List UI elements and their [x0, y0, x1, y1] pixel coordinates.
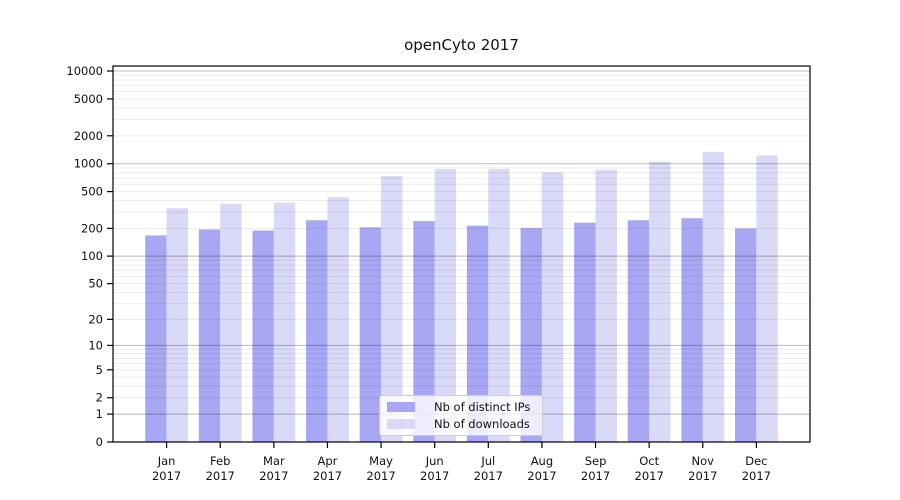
y-tick-label: 20 [88, 312, 103, 326]
x-tick-label-year: 2017 [206, 469, 235, 483]
x-tick-label-month: Nov [692, 454, 715, 468]
x-tick-label-month: Jul [480, 454, 495, 468]
x-tick-label-year: 2017 [420, 469, 449, 483]
y-tick-label: 10000 [66, 64, 103, 78]
x-tick-label-month: Jun [425, 454, 444, 468]
legend: Nb of distinct IPs Nb of downloads [379, 395, 543, 436]
x-tick-label-year: 2017 [474, 469, 503, 483]
bar-distinct-ips-sep [574, 222, 596, 442]
y-tick-label: 200 [81, 221, 103, 235]
bar-downloads-jun [434, 169, 457, 443]
bar-downloads-nov [702, 151, 725, 442]
y-tick-label: 1 [96, 407, 103, 421]
legend-swatch-downloads [387, 418, 415, 429]
bar-downloads-may [381, 176, 403, 442]
bar-distinct-ips-aug [520, 227, 542, 442]
x-tick-label-month: Jan [157, 454, 176, 468]
legend-swatch-distinct-ips [387, 402, 415, 413]
bar-downloads-jul [488, 169, 510, 443]
bar-distinct-ips-jun [413, 221, 435, 442]
x-tick-label-month: Oct [639, 454, 659, 468]
x-tick-label-year: 2017 [635, 469, 664, 483]
x-tick-label-year: 2017 [366, 469, 395, 483]
bar-downloads-aug [541, 172, 564, 443]
x-tick-label-year: 2017 [259, 469, 288, 483]
y-tick-label: 5 [96, 363, 103, 377]
x-tick-label-month: May [369, 454, 393, 468]
bar-downloads-mar [273, 202, 296, 442]
legend-label-distinct-ips: Nb of distinct IPs [434, 400, 531, 415]
x-tick-label-month: Feb [210, 454, 230, 468]
x-tick-label-month: Dec [745, 454, 767, 468]
plot-frame [112, 65, 811, 443]
bar-downloads-apr [327, 197, 349, 442]
bar-distinct-ips-feb [198, 229, 221, 442]
y-tick-label: 1000 [74, 157, 103, 171]
bar-downloads-oct [649, 161, 671, 442]
x-tick-label-year: 2017 [313, 469, 342, 483]
bar-distinct-ips-jan [145, 235, 167, 442]
bar-downloads-sep [595, 169, 617, 442]
bar-downloads-dec [756, 155, 778, 442]
x-tick-label-year: 2017 [152, 469, 181, 483]
chart-title: openCyto 2017 [404, 36, 519, 54]
legend-label-downloads: Nb of downloads [434, 416, 530, 431]
bar-downloads-jan [166, 208, 189, 442]
y-tick-label: 0 [96, 435, 103, 449]
y-tick-label: 5000 [74, 92, 103, 106]
legend-item-downloads: Nb of downloads [387, 417, 535, 431]
legend-item-distinct-ips: Nb of distinct IPs [387, 400, 535, 414]
bar-distinct-ips-may [359, 227, 382, 442]
y-tick-label: 10 [88, 338, 103, 352]
bar-distinct-ips-jul [466, 225, 489, 442]
y-tick-label: 100 [81, 249, 103, 263]
x-tick-label-year: 2017 [742, 469, 771, 483]
x-tick-label-year: 2017 [688, 469, 717, 483]
bar-distinct-ips-apr [306, 220, 328, 442]
x-tick-label-month: Apr [318, 454, 338, 468]
y-tick-label: 2 [96, 391, 103, 405]
x-tick-label-month: Aug [531, 454, 553, 468]
y-tick-label: 500 [81, 185, 103, 199]
y-tick-label: 2000 [74, 129, 103, 143]
x-tick-label-month: Sep [585, 454, 607, 468]
x-tick-label-year: 2017 [581, 469, 610, 483]
bar-downloads-feb [220, 203, 242, 442]
x-tick-label-year: 2017 [527, 469, 556, 483]
x-tick-label-month: Mar [263, 454, 285, 468]
bar-distinct-ips-mar [252, 230, 274, 442]
y-tick-label: 50 [88, 277, 103, 291]
bar-distinct-ips-dec [734, 228, 757, 442]
bar-distinct-ips-nov [681, 218, 703, 442]
bar-distinct-ips-oct [627, 220, 650, 442]
